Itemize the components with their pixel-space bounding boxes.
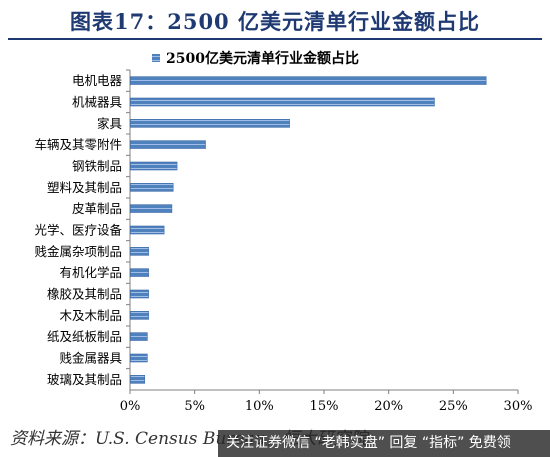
bar <box>130 161 178 171</box>
x-tick-label: 5% <box>184 399 205 414</box>
bar <box>130 97 435 107</box>
category-label: 玻璃及其制品 <box>47 372 122 387</box>
bar <box>130 247 149 256</box>
category-label: 纸及纸板制品 <box>47 329 122 344</box>
bar <box>130 375 146 384</box>
category-label: 家具 <box>97 116 123 131</box>
category-label: 电机电器 <box>72 73 123 88</box>
bar-chart: 2500亿美元清单行业金额占比 0% 5% 10% 15% 20% 25% 30% 电机电器机… <box>34 50 533 414</box>
category-label: 橡胶及其制品 <box>47 287 122 302</box>
category-label: 塑料及其制品 <box>47 180 122 195</box>
x-tick-label: 10% <box>245 399 274 414</box>
chart-legend: 2500亿美元清单行业金额占比 <box>152 50 359 67</box>
bar <box>130 119 290 128</box>
x-tick-label: 30% <box>504 399 533 414</box>
bar <box>130 289 149 299</box>
legend-swatch <box>152 54 160 62</box>
bar <box>130 140 206 149</box>
x-tick-label: 0% <box>120 399 141 414</box>
x-tick-label: 15% <box>310 399 339 414</box>
bar <box>130 332 148 341</box>
bar <box>130 76 487 85</box>
figure-title: 图表17：2500 亿美元清单行业金额占比 <box>70 9 480 34</box>
category-label: 钢铁制品 <box>72 159 122 174</box>
bar <box>130 311 149 320</box>
category-label: 有机化学品 <box>59 265 122 280</box>
category-label: 光学、医疗设备 <box>34 223 122 238</box>
category-label: 皮革制品 <box>72 201 122 216</box>
bar <box>130 268 149 277</box>
bar <box>130 183 174 192</box>
category-label: 机械器具 <box>72 95 123 110</box>
promo-footer: 关注证券微信 “老韩实盘” 回复 “指标” 免费领 <box>218 430 550 457</box>
legend-label: 2500亿美元清单行业金额占比 <box>166 50 359 67</box>
bar <box>130 204 173 213</box>
bar <box>130 225 165 235</box>
category-label: 木及木制品 <box>59 308 122 323</box>
category-label: 贱金属杂项制品 <box>34 244 122 259</box>
x-tick-label: 20% <box>374 399 403 414</box>
title-divider <box>8 38 542 40</box>
x-tick-label: 25% <box>439 399 468 414</box>
category-label: 贱金属器具 <box>59 351 122 366</box>
bar <box>130 353 148 363</box>
category-label: 车辆及其零附件 <box>34 137 122 152</box>
